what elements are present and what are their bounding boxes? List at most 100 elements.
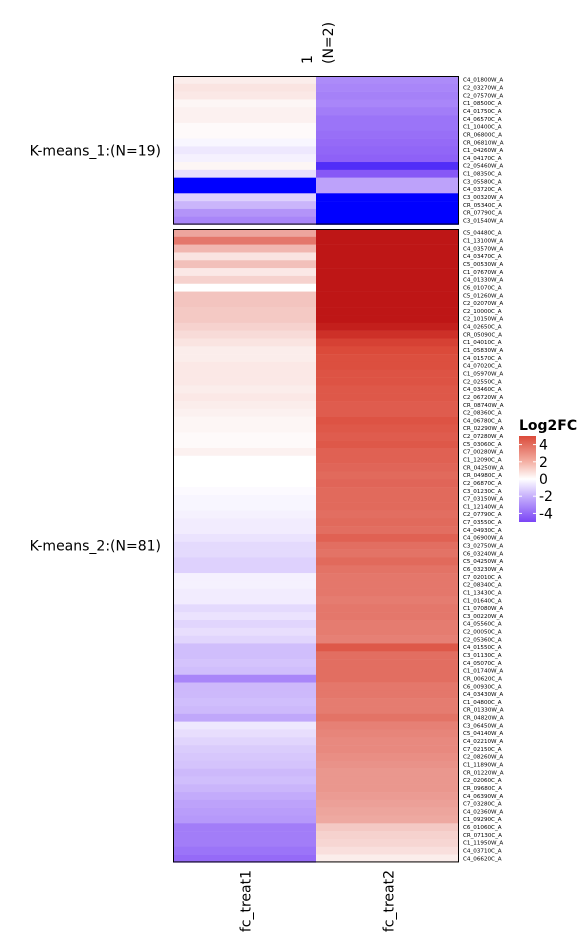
row-label: C1_05830W_A: [463, 348, 503, 354]
row-label: C5_04480C_A: [463, 231, 502, 237]
heatmap-cell: [173, 573, 316, 582]
heatmap-cell: [316, 185, 459, 194]
row-label: C1_07080W_A: [463, 606, 503, 612]
row-label: C4_06900W_A: [463, 536, 503, 542]
heatmap-cell: [173, 541, 316, 550]
row-label: C5_03060C_A: [463, 442, 502, 448]
heatmap-cell: [316, 385, 459, 394]
row-label: C1_05970W_A: [463, 371, 503, 377]
heatmap-cell: [173, 682, 316, 691]
cluster-borders: [173, 76, 459, 863]
heatmap-cell: [316, 745, 459, 754]
cluster-label: K-means_1:(N=19): [30, 143, 161, 159]
heatmap-cell: [173, 291, 316, 300]
row-label: C1_04260W_A: [463, 148, 503, 154]
row-label: C2_02060C_A: [463, 778, 502, 784]
heatmap-cell: [316, 612, 459, 621]
row-label: C3_00320W_A: [463, 195, 503, 201]
heatmap-cell: [316, 627, 459, 636]
heatmap-cell: [316, 487, 459, 496]
row-label: C5_04140W_A: [463, 731, 503, 737]
row-label: C5_01260W_A: [463, 293, 503, 299]
row-label: C4_05070C_A: [463, 661, 502, 667]
heatmap-cell: [316, 162, 459, 171]
legend-tick-label: -4: [539, 506, 553, 522]
row-label: C3_01540W_A: [463, 218, 503, 224]
heatmap-cell: [173, 361, 316, 371]
heatmap-cell: [173, 244, 316, 253]
heatmap-cell: [316, 690, 459, 699]
heatmap-cell: [173, 479, 316, 488]
row-label: C3_06450W_A: [463, 723, 503, 729]
row-label: CR_00620C_A: [463, 676, 502, 682]
heatmap-cell: [316, 674, 459, 683]
row-label: C1_08500C_A: [463, 101, 502, 107]
heatmap-cell: [316, 729, 459, 738]
heatmap-cell: [316, 651, 459, 660]
heatmap-cell: [173, 408, 316, 417]
heatmap-cell: [316, 236, 459, 245]
heatmap-cell: [316, 440, 459, 449]
heatmap-cell: [316, 208, 459, 218]
row-label: C2_05360C_A: [463, 637, 502, 643]
row-label: C3_01230C_A: [463, 489, 502, 495]
heatmap-cell: [316, 193, 459, 202]
row-label: C4_03460C_A: [463, 387, 502, 393]
heatmap-cell: [173, 338, 316, 347]
row-label: C1_09290C_A: [463, 817, 502, 823]
heatmap-cell: [316, 268, 459, 277]
heatmap-cell: [316, 815, 459, 824]
cluster-label: K-means_2:(N=81): [30, 539, 161, 555]
heatmap-cell: [316, 510, 459, 519]
heatmap-cell: [173, 236, 316, 245]
heatmap-cell: [173, 533, 316, 543]
row-label: C1_12140W_A: [463, 504, 503, 510]
heatmap-cell: [316, 91, 459, 100]
row-label: C7_00280W_A: [463, 450, 503, 456]
row-label: C4_07020C_A: [463, 364, 502, 370]
heatmap-cell: [173, 146, 316, 155]
heatmap-cell: [173, 502, 316, 511]
heatmap-cell: [173, 307, 316, 316]
heatmap-cell: [316, 169, 459, 178]
heatmap-cell: [316, 291, 459, 300]
row-label: C2_07570W_A: [463, 93, 503, 99]
heatmap-cell: [316, 573, 459, 582]
row-label: C1_13430C_A: [463, 590, 502, 596]
heatmap-cell: [316, 666, 459, 675]
column-group-header: 1 (N=2): [300, 22, 337, 64]
row-label: C7_03280C_A: [463, 802, 502, 808]
heatmap-cell: [173, 706, 316, 715]
row-label: C6_01060C_A: [463, 825, 502, 831]
row-label: C4_03470C_A: [463, 254, 502, 260]
heatmap-cell: [316, 377, 459, 386]
heatmap-cell: [316, 823, 459, 832]
heatmap-cell: [173, 130, 316, 139]
heatmap-cell: [316, 83, 459, 92]
heatmap-cell: [173, 432, 316, 441]
legend-tick-label: -2: [539, 489, 553, 505]
heatmap-cell: [316, 596, 459, 605]
row-label: C4_02360W_A: [463, 809, 503, 815]
row-label: C2_08260W_A: [463, 755, 503, 761]
heatmap-cell: [316, 792, 459, 801]
row-label: C3_02750W_A: [463, 544, 503, 550]
heatmap-cell: [316, 620, 459, 629]
heatmap-cell: [173, 185, 316, 194]
heatmap-cell: [173, 713, 316, 722]
row-label: C1_01740W_A: [463, 669, 503, 675]
row-label: C1_10400C_A: [463, 125, 502, 131]
row-label: C4_01750C_A: [463, 109, 502, 115]
row-label: C1_11950W_A: [463, 841, 503, 847]
row-label: C4_02210W_A: [463, 739, 503, 745]
row-label: C2_08360C_A: [463, 411, 502, 417]
row-label: C7_03550C_A: [463, 520, 502, 526]
heatmap-cell: [173, 643, 316, 652]
heatmap-cell: [173, 580, 316, 589]
heatmap-cell: [173, 729, 316, 738]
heatmap-cell: [316, 408, 459, 417]
row-label: C1_01640C_A: [463, 598, 502, 604]
row-label: C4_01330W_A: [463, 278, 503, 284]
heatmap-cell: [173, 565, 316, 574]
heatmap-cell: [173, 760, 316, 769]
